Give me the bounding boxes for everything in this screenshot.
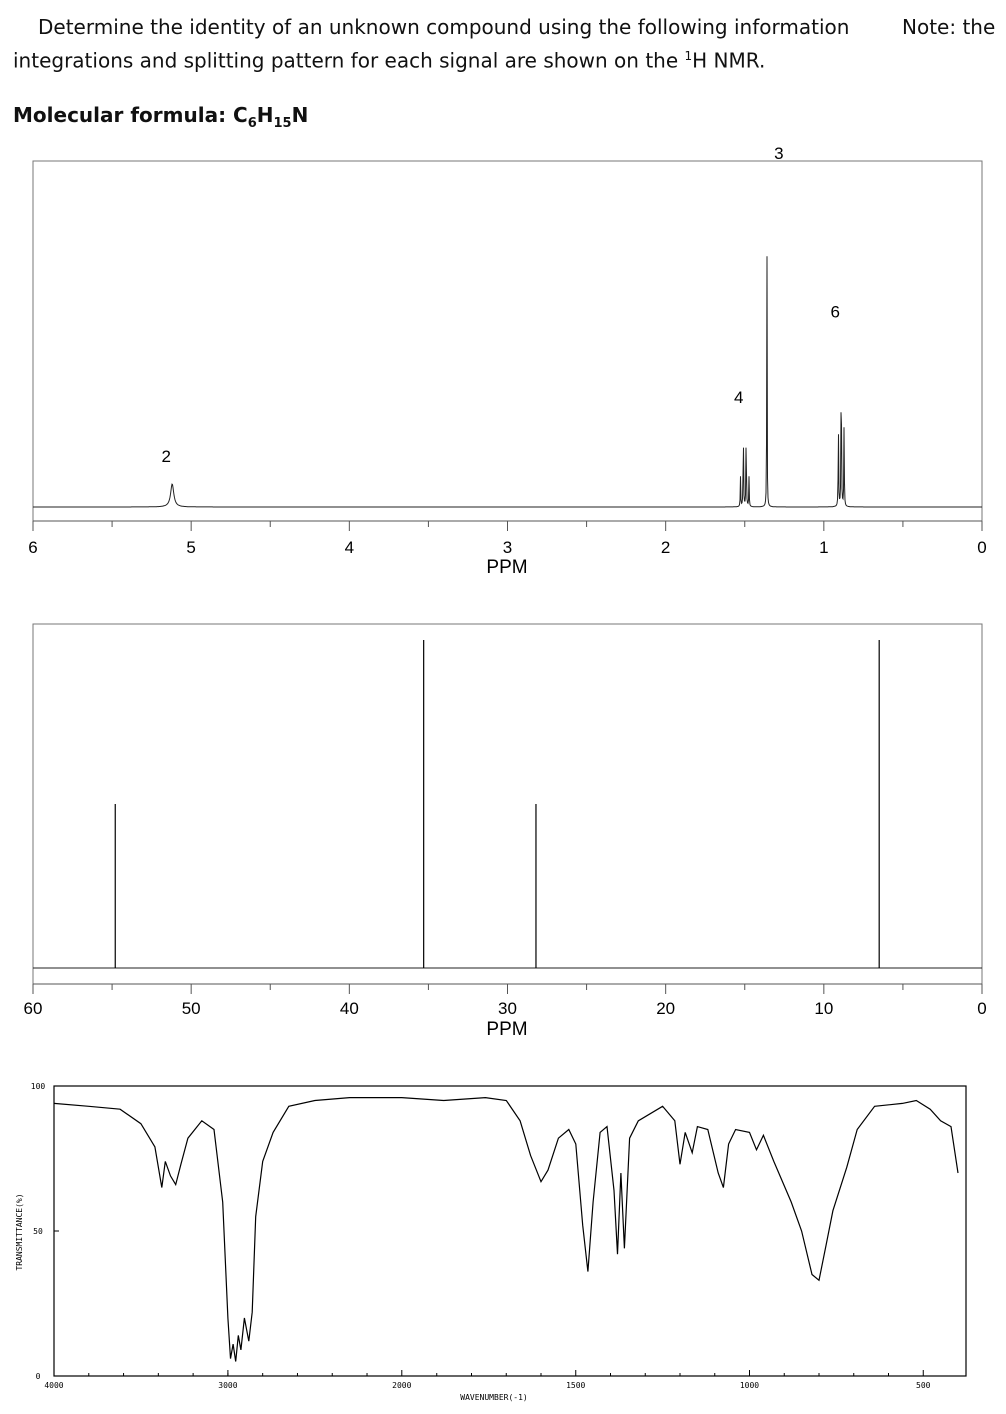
h-nmr-tick-label: 3 [503, 538, 512, 557]
h-nmr-integration-label: 4 [734, 388, 743, 407]
h-nmr-x-axis-label: PPM [486, 557, 527, 578]
c-nmr-tick-label: 50 [182, 999, 201, 1018]
c-nmr-spectrum: 60 50 40 30 20 10 0 PPM [24, 623, 987, 1040]
h-nmr-tick-label: 4 [345, 538, 354, 557]
h-nmr-integration-label: 6 [830, 302, 839, 321]
h-nmr-tick-label: 5 [186, 538, 195, 557]
c-nmr-tick-label: 60 [24, 999, 43, 1018]
question-superscript: 1 [684, 49, 693, 63]
h-nmr-integration-label: 2 [161, 447, 170, 466]
note-text: Note: the [902, 15, 996, 39]
c-nmr-x-axis-label: PPM [486, 1019, 527, 1040]
ir-x-tick-label: 2000 [392, 1381, 411, 1390]
question-line-2-text: integrations and splitting pattern for e… [13, 48, 685, 73]
ir-y-tick-label: 0 [36, 1372, 41, 1381]
question-line-2-end: H NMR. [692, 48, 766, 73]
ir-y-tick-label: 100 [31, 1082, 46, 1091]
c-nmr-tick-label: 0 [977, 999, 986, 1018]
ir-y-axis-label: TRANSMITTANCE(%) [15, 1193, 24, 1270]
c-nmr-tick-label: 10 [814, 999, 833, 1018]
ir-x-tick-label: 3000 [218, 1381, 237, 1390]
molecular-formula: Molecular formula: C6H15N [13, 105, 308, 130]
ir-trace [53, 1096, 959, 1362]
formula-n: N [291, 103, 309, 127]
ir-x-tick-label: 500 [916, 1381, 931, 1390]
question-line-1: Determine the identity of an unknown com… [38, 15, 850, 39]
c-nmr-tick-label: 40 [340, 999, 359, 1018]
ir-y-tick-label: 50 [33, 1227, 43, 1236]
h-nmr-tick-label: 1 [819, 538, 828, 557]
ir-x-tick-label: 4000 [44, 1381, 63, 1390]
formula-sub-hydrogen: 15 [273, 116, 292, 131]
formula-sub-carbon: 6 [247, 116, 257, 131]
h-nmr-tick-label: 0 [977, 538, 986, 557]
h-nmr-tick-label: 6 [28, 538, 37, 557]
c-nmr-tick-label: 20 [656, 999, 675, 1018]
h-nmr-tick-label: 2 [661, 538, 670, 557]
h-nmr-integration-label: 3 [774, 144, 783, 163]
formula-label: Molecular formula: C [13, 103, 248, 127]
ir-x-tick-label: 1000 [740, 1381, 759, 1390]
ir-x-axis-label: WAVENUMBER(-1) [460, 1393, 527, 1402]
h-nmr-spectrum: 6 5 4 3 2 1 0 2 4 3 6 PPM [28, 144, 986, 578]
h-nmr-trace [33, 256, 982, 508]
question-line-2: integrations and splitting pattern for e… [13, 50, 765, 71]
c-nmr-tick-label: 30 [498, 999, 517, 1018]
ir-x-tick-label: 1500 [566, 1381, 585, 1390]
formula-h: H [256, 103, 274, 127]
